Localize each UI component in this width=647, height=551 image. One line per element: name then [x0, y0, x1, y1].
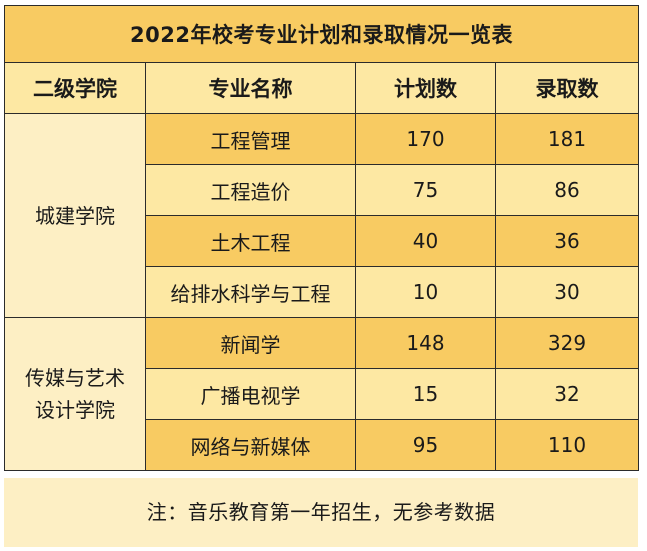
- major-cell: 广播电视学: [145, 368, 356, 420]
- department-cell: 传媒与艺术 设计学院: [4, 317, 146, 471]
- admitted-cell: 36: [494, 215, 640, 267]
- plan-cell: 75: [355, 164, 496, 216]
- admitted-cell: 32: [494, 368, 640, 420]
- admitted-cell: 181: [494, 113, 640, 165]
- plan-cell: 10: [355, 266, 496, 318]
- plan-cell: 40: [355, 215, 496, 267]
- footnote: 注：音乐教育第一年招生，无参考数据: [4, 478, 638, 547]
- plan-cell: 148: [355, 317, 496, 369]
- major-cell: 工程造价: [145, 164, 356, 216]
- table-row: 工程造价 75 86: [5, 164, 640, 216]
- department-cell: 城建学院: [4, 113, 146, 318]
- table-title: 2022年校考专业计划和录取情况一览表: [3, 5, 640, 63]
- table-title-row: 2022年校考专业计划和录取情况一览表: [3, 5, 640, 63]
- admitted-cell: 329: [494, 317, 640, 369]
- plan-cell: 15: [355, 368, 496, 420]
- major-cell: 新闻学: [145, 317, 356, 369]
- admitted-cell: 110: [494, 419, 640, 471]
- major-cell: 网络与新媒体: [145, 419, 356, 471]
- department-line: 传媒与艺术: [25, 366, 125, 390]
- table-row: 城建学院 工程管理 170 181: [4, 113, 640, 318]
- department-line: 设计学院: [35, 398, 115, 422]
- table-header-row: 二级学院 专业名称 计划数 录取数: [4, 62, 640, 114]
- header-department: 二级学院: [4, 62, 146, 114]
- header-plan: 计划数: [355, 62, 496, 114]
- plan-cell: 95: [355, 419, 496, 471]
- admitted-cell: 30: [494, 266, 640, 318]
- major-cell: 给排水科学与工程: [145, 266, 356, 318]
- table-row: 网络与新媒体 95 110: [5, 419, 640, 471]
- table-row: 广播电视学 15 32: [5, 368, 640, 420]
- table-row: 土木工程 40 36: [5, 215, 640, 267]
- table-row: 给排水科学与工程 10 30: [5, 266, 640, 318]
- major-cell: 土木工程: [145, 215, 356, 267]
- admitted-cell: 86: [494, 164, 640, 216]
- table-row: 传媒与艺术 设计学院 新闻学 148 329: [4, 317, 640, 471]
- admission-plan-table: 2022年校考专业计划和录取情况一览表 二级学院 专业名称 计划数 录取数 城建…: [3, 5, 640, 471]
- plan-cell: 170: [355, 113, 496, 165]
- header-admitted: 录取数: [494, 62, 640, 114]
- major-cell: 工程管理: [145, 113, 356, 165]
- header-major: 专业名称: [145, 62, 356, 114]
